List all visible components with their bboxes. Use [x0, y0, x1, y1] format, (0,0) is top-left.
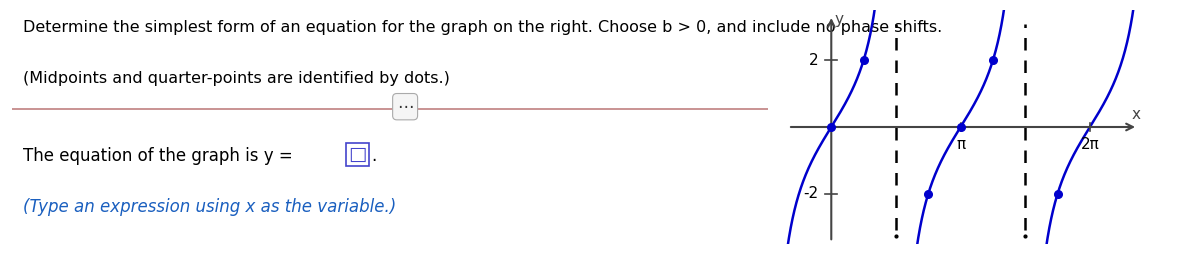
Text: (Type an expression using x as the variable.): (Type an expression using x as the varia…: [23, 198, 396, 216]
Text: ⋯: ⋯: [397, 98, 414, 116]
Text: π: π: [956, 137, 965, 152]
Text: (Midpoints and quarter-points are identified by dots.): (Midpoints and quarter-points are identi…: [23, 71, 450, 86]
Text: The equation of the graph is y =: The equation of the graph is y =: [23, 147, 299, 165]
Text: 2π: 2π: [1080, 137, 1099, 152]
Text: □: □: [348, 145, 367, 164]
Text: x: x: [1132, 107, 1140, 122]
Text: .: .: [371, 147, 377, 165]
Text: Determine the simplest form of an equation for the graph on the right. Choose b : Determine the simplest form of an equati…: [23, 20, 942, 35]
Text: y: y: [834, 12, 844, 27]
Text: 2: 2: [809, 53, 818, 68]
Text: -2: -2: [803, 186, 818, 201]
